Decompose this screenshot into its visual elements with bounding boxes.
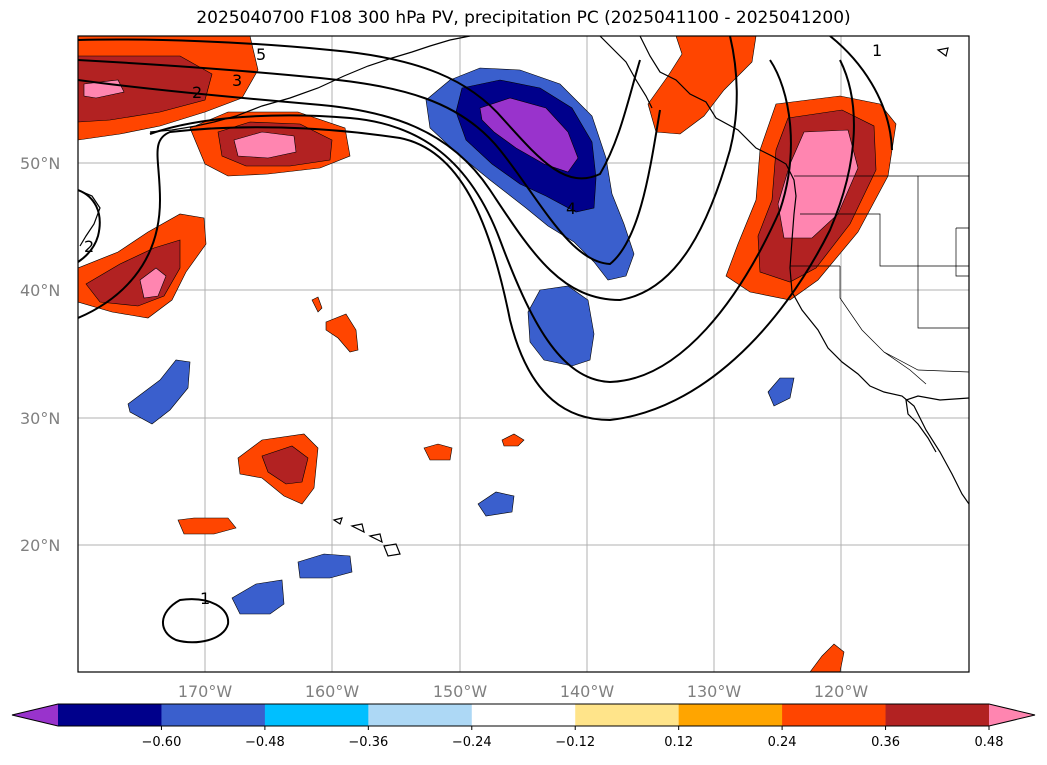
contour-label: 3 — [232, 71, 242, 90]
colorbar-extend-low — [12, 704, 58, 726]
precip-positive-region-gulf — [647, 36, 757, 135]
precip-negative-region-small — [231, 579, 285, 615]
colorbar-tick-label: 0.48 — [975, 735, 1004, 750]
pv-contour-1b — [829, 36, 893, 151]
colorbar-bin — [264, 704, 369, 726]
colorbar-tick-label: 0.12 — [664, 735, 693, 750]
precip-positive-region-small — [809, 643, 845, 672]
pv-contour-2b — [149, 59, 792, 384]
precip-negative-region-small — [477, 491, 515, 517]
precip-positive-core — [261, 445, 309, 485]
colorbar-bin — [782, 704, 887, 726]
colorbar-tick-label: −0.36 — [348, 735, 388, 750]
colorbar-bin — [885, 704, 990, 726]
precip-positive-region-small — [501, 433, 525, 447]
contour-label: 2 — [84, 237, 94, 256]
pv-contour-1 — [78, 59, 855, 422]
lat-label: 30°N — [20, 409, 60, 428]
precip-negative-region-south — [527, 285, 595, 367]
colorbar-tick-label: −0.12 — [555, 735, 595, 750]
lat-label: 50°N — [20, 154, 60, 173]
precip-negative-peak — [479, 97, 579, 173]
coastlines — [78, 36, 969, 557]
precip-positive-peak — [139, 267, 167, 299]
lon-label: 170°W — [178, 682, 233, 701]
contour-label: 2 — [192, 83, 202, 102]
colorbar-extend-high — [989, 704, 1035, 726]
precip-positive-region-small — [177, 517, 237, 535]
colorbar-tick-label: −0.48 — [245, 735, 285, 750]
precip-negative-region-small — [297, 553, 353, 579]
lon-label: 150°W — [433, 682, 488, 701]
longitude-labels: 170°W 160°W 150°W 140°W 130°W 120°W — [178, 682, 869, 701]
lon-label: 130°W — [687, 682, 742, 701]
colorbar-bin — [678, 704, 783, 726]
latitude-labels: 50°N 40°N 30°N 20°N — [20, 154, 60, 555]
lat-label: 40°N — [20, 281, 60, 300]
colorbar-outline — [11, 703, 1036, 727]
precip-negative-region-small — [767, 377, 795, 407]
map-content: 5 3 2 2 1 1 4 — [78, 36, 969, 672]
colorbar-tick-label: 0.24 — [768, 735, 797, 750]
colorbar-bin — [58, 704, 162, 726]
colorbar-bin — [575, 704, 680, 726]
contour-label: 4 — [566, 199, 576, 218]
map-title: 2025040700 F108 300 hPa PV, precipitatio… — [196, 8, 851, 28]
colorbar-bin — [161, 704, 266, 726]
colorbar-bin — [471, 704, 576, 726]
contour-label: 1 — [200, 589, 210, 608]
pv-contours — [78, 36, 893, 644]
precip-positive-region-small — [325, 313, 359, 353]
colorbar-tick-label: 0.36 — [871, 735, 900, 750]
precip-positive-region-small — [311, 296, 323, 313]
colorbar — [11, 703, 1036, 730]
lat-label: 20°N — [20, 536, 60, 555]
pv-contour-3 — [78, 59, 661, 266]
precip-positive-region-small — [423, 443, 453, 461]
colorbar-bin — [368, 704, 473, 726]
colorbar-tick-label: −0.24 — [452, 735, 492, 750]
precip-positive-peak — [233, 131, 297, 159]
pv-contour-2-west — [78, 189, 101, 263]
colorbar-tick-labels: −0.60 −0.48 −0.36 −0.24 −0.12 0.12 0.24 0.36 0.4… — [142, 735, 1004, 750]
colorbar-tick-label: −0.60 — [142, 735, 182, 750]
pv-contour-labels: 5 3 2 2 1 1 4 — [84, 41, 882, 608]
map-frame — [77, 35, 970, 673]
contour-label: 1 — [872, 41, 882, 60]
lon-label: 140°W — [560, 682, 615, 701]
lon-label: 120°W — [814, 682, 869, 701]
precip-negative-regions — [127, 67, 795, 615]
contour-label: 5 — [256, 45, 266, 64]
precip-negative-region-small — [127, 359, 191, 425]
pv-contour-2 — [78, 36, 738, 302]
political-borders — [790, 175, 969, 385]
pv-contour-1-small — [162, 598, 230, 644]
pv-contour-5 — [78, 38, 641, 180]
lon-label: 160°W — [305, 682, 360, 701]
